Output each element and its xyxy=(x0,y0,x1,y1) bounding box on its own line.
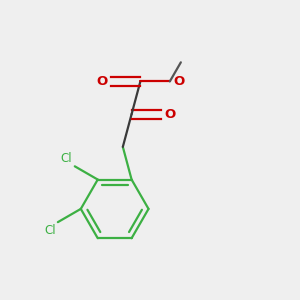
Text: Cl: Cl xyxy=(44,224,56,237)
Text: O: O xyxy=(96,75,107,88)
Text: Cl: Cl xyxy=(61,152,72,165)
Text: O: O xyxy=(173,75,184,88)
Text: O: O xyxy=(165,108,176,121)
